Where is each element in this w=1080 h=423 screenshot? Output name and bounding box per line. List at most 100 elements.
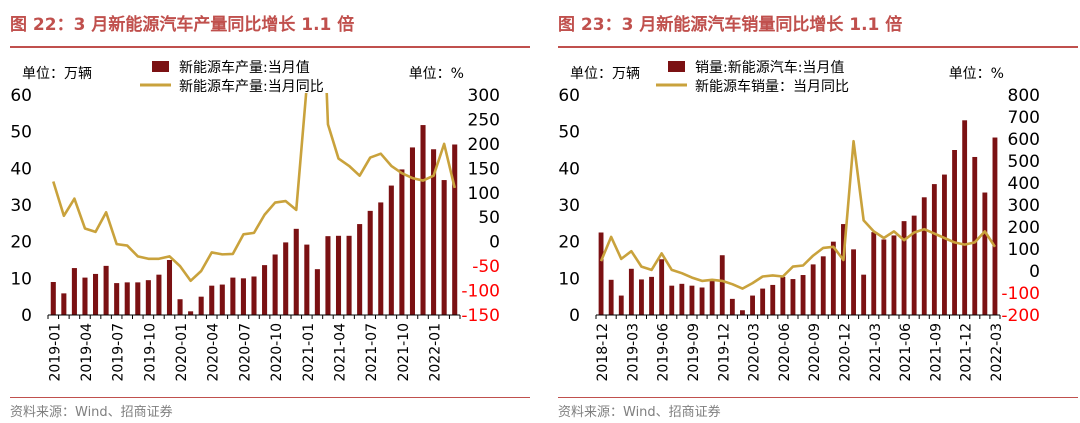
bar [679,283,685,315]
bar [820,256,826,315]
x-tick-label: 2020-03 [747,323,763,382]
bar [388,185,394,315]
bar [952,150,957,315]
x-tick-label: 2019-09 [686,323,702,382]
bar [921,197,927,315]
bar [861,274,867,315]
x-tick-label: 2021-06 [898,323,914,382]
bar [709,280,715,315]
right-tick-label: -150 [461,306,500,326]
right-tick-label: 700 [1008,108,1040,128]
right-tick-label: 250 [468,110,500,130]
right-tick-label: 100 [1008,240,1040,260]
figure-23: 图 23：3 月新能源汽车销量同比增长 1.1 倍 单位：万辆 单位：% 0 10 20… [548,0,1078,423]
source-divider [558,397,1078,398]
right-tick-label: 300 [468,86,500,106]
bar [135,282,141,315]
x-tick-label: 2019-03 [625,323,641,382]
x-tick-label: 2019-07 [111,323,127,382]
right-tick-label: 200 [468,135,500,155]
right-tick-label: 400 [1008,174,1040,194]
bar [325,236,331,315]
bar [851,249,856,315]
bar [166,260,173,315]
bar [409,147,415,315]
left-tick-label: 50 [558,123,580,143]
title-divider [558,46,1078,48]
left-tick-label: 10 [558,269,580,289]
bar [790,279,796,315]
bar [740,310,745,315]
legend-bar-label: 新能源车产量:当月值 [179,59,310,76]
right-tick-label: -200 [1001,306,1040,326]
left-tick-label: 30 [558,196,580,216]
bar [346,235,352,315]
bar [618,295,624,315]
right-tick-label: 500 [1008,152,1040,172]
figure-title: 图 23：3 月新能源汽车销量同比增长 1.1 倍 [558,15,903,35]
bar [760,288,766,315]
x-tick-label: 2019-10 [142,323,158,382]
legend-line-label: 新能源车产量:当月同比 [179,78,324,95]
bar [399,169,405,315]
legend-bar-label: 销量:新能源汽车:当月值 [695,59,844,76]
bar [357,224,363,315]
bar [293,228,299,315]
bar [219,284,225,315]
bar [901,221,907,315]
right-unit-label: 单位：% [409,66,464,82]
bar [262,265,268,315]
left-tick-label: 20 [10,233,32,253]
bar [251,276,257,315]
bar [810,264,816,315]
left-tick-label: 0 [569,306,580,326]
legend-bar-swatch [668,61,685,72]
bar [972,156,978,315]
right-tick-label: 300 [1008,196,1040,216]
left-tick-label: 60 [10,86,32,106]
x-tick-label: 2020-06 [777,323,793,382]
bar [800,275,806,315]
x-tick-label: 2019-06 [656,323,672,382]
bar [114,283,120,315]
production-chart: 单位：万辆 单位：% 0 10 20 30 40 50 60 -150 -100 -50 0 50 100 1… [10,59,500,382]
bar [124,282,130,315]
bar [729,298,735,315]
bar [272,254,278,315]
left-tick-label: 10 [10,269,32,289]
bar [982,192,988,315]
right-tick-label: -100 [1001,284,1040,304]
bar [452,144,458,315]
bar [335,235,342,315]
right-unit-label: 单位：% [949,66,1004,82]
x-tick-label: 2020-04 [206,323,222,382]
left-unit-label: 单位：万辆 [22,66,92,82]
bar [992,137,998,315]
x-tick-label: 2020-01 [174,323,190,382]
sales-chart: 单位：万辆 单位：%0102030405060-200-1000100200300… [558,59,1040,382]
bar [780,276,786,315]
bar [283,242,289,315]
title-divider [10,46,530,48]
right-tick-label: -100 [461,282,500,302]
bar [830,241,836,315]
x-tick-label: 2021-01 [301,323,317,382]
yoy-line [599,139,997,290]
bar [639,279,644,315]
bar [304,244,310,315]
bar [378,202,384,315]
source-divider [10,397,530,398]
right-tick-label: 0 [489,233,500,253]
bar [911,215,917,315]
right-tick-label: 0 [1029,262,1040,282]
bar [420,125,426,315]
x-tick-label: 2021-12 [959,323,975,382]
bar [608,279,614,315]
bar [598,232,604,315]
x-tick-label: 2021-03 [868,323,884,382]
bar [103,265,109,315]
bar [431,149,437,315]
bar [689,285,695,315]
figure-title: 图 22：3 月新能源汽车产量同比增长 1.1 倍 [10,15,355,35]
bar [209,285,215,315]
